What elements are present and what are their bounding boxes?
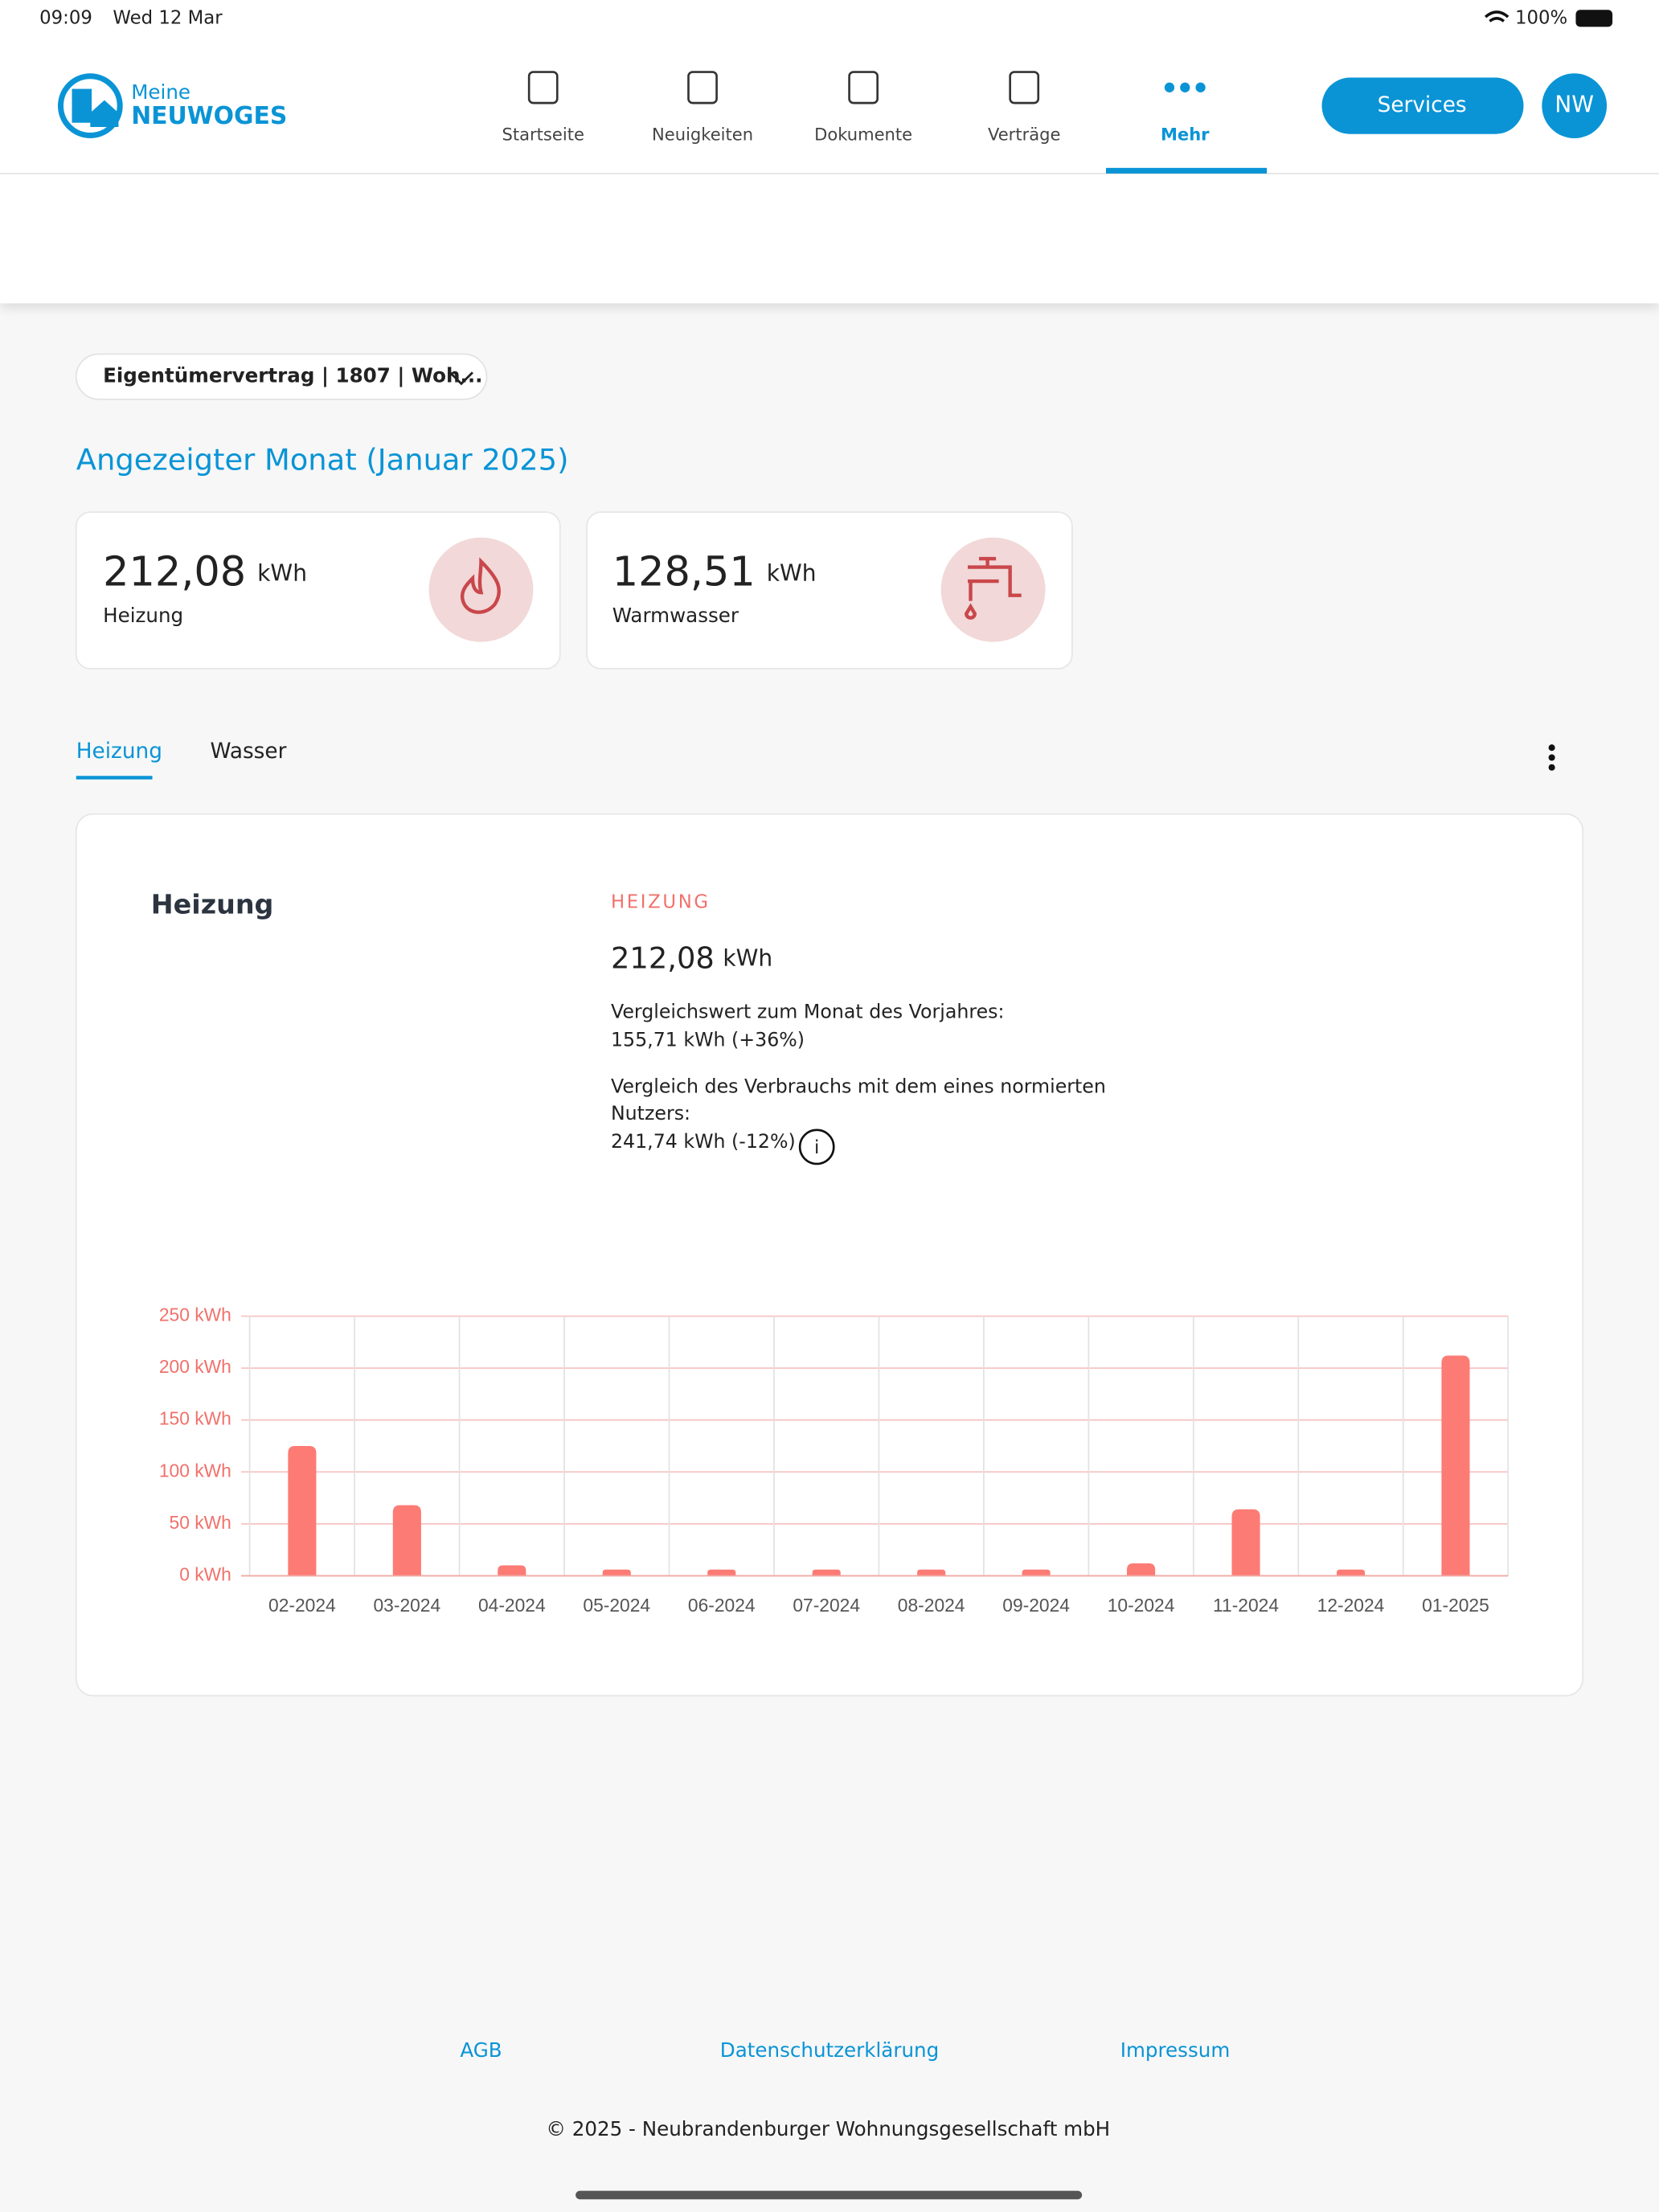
tab[interactable]: Wasser — [211, 739, 287, 764]
more-menu[interactable] — [1548, 744, 1555, 771]
nav: Startseite Neuigkeiten Dokumente Verträge Me… — [502, 71, 1210, 144]
water-icon — [965, 556, 1022, 620]
logo-text: NEUWOGES — [131, 102, 287, 130]
avatar[interactable] — [1542, 73, 1608, 138]
panel — [75, 813, 1584, 1697]
x-tick-label: 05-2024 — [583, 1595, 650, 1616]
bar — [288, 1445, 317, 1576]
footer-link[interactable]: Datenschutzerklärung — [720, 2038, 939, 2062]
tab[interactable]: Heizung — [76, 739, 162, 764]
panel-line: Nutzers: — [611, 1102, 690, 1124]
nav-item[interactable]: Verträge — [988, 124, 1060, 144]
logo-text: Meine — [131, 80, 190, 104]
tab-indicator — [76, 776, 153, 780]
bar — [1336, 1569, 1366, 1576]
nav-item[interactable]: Startseite — [502, 124, 584, 144]
card-label: Warmwasser — [612, 604, 739, 627]
contract-select[interactable] — [75, 353, 488, 400]
panel-value: 212,08 kWh — [611, 940, 772, 975]
panel-line: 155,71 kWh (+36%) — [611, 1029, 805, 1051]
nav-item[interactable]: Mehr — [1161, 124, 1210, 144]
nav-active-indicator — [1106, 167, 1268, 174]
panel-line: 241,74 kWh (-12%) — [611, 1130, 796, 1153]
y-tick-label: 200 kWh — [159, 1356, 231, 1377]
logo: Meine NEUWOGES — [57, 73, 287, 138]
nav-icon — [848, 71, 879, 104]
chart: 0 kWh 50 kWh 100 kWh 150 kWh 200 kWh 250 kWh 0… — [159, 1305, 1509, 1616]
bar — [1022, 1569, 1051, 1576]
bar — [1231, 1509, 1260, 1576]
nav-icon — [687, 71, 718, 104]
bar — [602, 1569, 631, 1576]
x-tick-label: 02-2024 — [268, 1595, 336, 1616]
bar — [707, 1569, 736, 1576]
contract-select-label: Eigentümervertrag | 1807 | Woh... — [103, 364, 482, 387]
home-indicator — [576, 2190, 1083, 2200]
panel-title: Heizung — [151, 888, 274, 920]
logo-house — [90, 100, 119, 127]
copyright: © 2025 - Neubrandenburger Wohnungsgesell… — [546, 2117, 1110, 2140]
bar — [498, 1565, 526, 1576]
y-tick-label: 50 kWh — [170, 1512, 231, 1533]
wifi-icon — [1484, 10, 1509, 23]
panel-kicker: HEIZUNG — [611, 892, 711, 913]
x-tick-label: 09-2024 — [1002, 1595, 1070, 1616]
bar — [917, 1569, 946, 1576]
footer-link[interactable]: AGB — [460, 2038, 502, 2062]
nav-icon — [1009, 71, 1040, 104]
card-label: Heizung — [103, 604, 183, 627]
x-tick-label: 11-2024 — [1213, 1595, 1279, 1616]
card-bg — [586, 511, 1073, 670]
x-tick-label: 10-2024 — [1108, 1595, 1175, 1616]
nav-item[interactable]: Dokumente — [814, 124, 912, 144]
battery-icon — [1575, 10, 1613, 27]
x-tick-label: 01-2025 — [1422, 1595, 1489, 1616]
logo-ring — [57, 73, 123, 138]
card-bg — [75, 511, 561, 670]
y-tick-label: 0 kWh — [179, 1563, 231, 1584]
panel-line: Vergleichswert zum Monat des Vorjahres: — [611, 1001, 1005, 1023]
x-tick-label: 07-2024 — [793, 1595, 860, 1616]
services-label: Services — [1378, 93, 1467, 117]
x-tick-label: 03-2024 — [374, 1595, 441, 1616]
status-date: Wed 12 Mar — [113, 7, 223, 28]
nav-icon — [527, 71, 559, 104]
water-icon-bg — [940, 537, 1046, 642]
month-title: Angezeigter Monat (Januar 2025) — [76, 442, 569, 477]
footer-link[interactable]: Impressum — [1120, 2038, 1231, 2062]
heating-icon — [460, 557, 502, 614]
bar — [812, 1569, 841, 1576]
x-tick-label: 04-2024 — [478, 1595, 546, 1616]
y-tick-label: 100 kWh — [159, 1460, 231, 1481]
battery-level: 100% — [1515, 7, 1567, 28]
chevron — [449, 371, 473, 386]
avatar-initials: NW — [1555, 92, 1594, 118]
y-tick-label: 250 kWh — [159, 1305, 231, 1325]
card: 212,08 kWh Heizung — [75, 511, 561, 670]
bar — [1127, 1563, 1156, 1576]
y-tick-label: 150 kWh — [159, 1408, 231, 1429]
x-tick-label: 12-2024 — [1317, 1595, 1385, 1616]
services-button[interactable] — [1321, 77, 1524, 134]
nav-item[interactable]: Neuigkeiten — [652, 124, 753, 144]
info-button[interactable] — [798, 1129, 835, 1165]
bar — [392, 1505, 421, 1576]
nav-icon — [1164, 82, 1175, 92]
x-tick-label: 06-2024 — [688, 1595, 756, 1616]
bar — [1441, 1355, 1470, 1576]
nav-icon — [1180, 82, 1190, 92]
card-value: 212,08 kWh — [103, 548, 307, 596]
x-tick-label: 08-2024 — [898, 1595, 965, 1616]
nav-icon — [1195, 82, 1206, 92]
status-time: 09:09 — [39, 7, 92, 28]
logo-building — [72, 88, 92, 123]
header-bg — [0, 0, 1659, 304]
info-icon: i — [814, 1137, 819, 1158]
card: 128,51 kWh Warmwasser — [586, 511, 1073, 670]
panel-line: Vergleich des Verbrauchs mit dem eines n… — [611, 1075, 1106, 1098]
card-value: 128,51 kWh — [612, 548, 817, 596]
